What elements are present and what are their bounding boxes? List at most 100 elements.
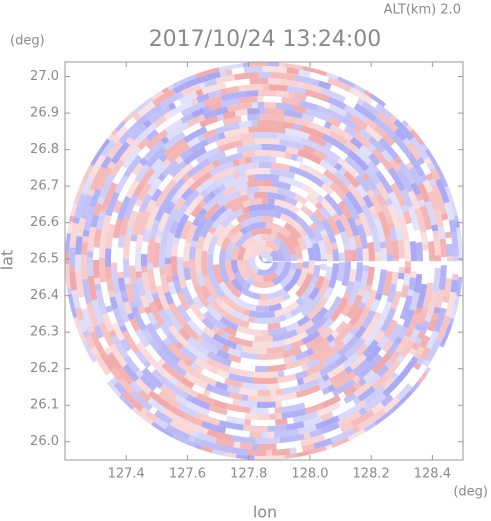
- echo-cell: [329, 144, 349, 161]
- echo-cell: [137, 182, 152, 202]
- echo-cell: [247, 108, 260, 115]
- echo-cell: [394, 128, 407, 142]
- echo-cell: [422, 346, 431, 355]
- echo-cell: [349, 136, 364, 150]
- echo-cell: [69, 247, 76, 266]
- echo-cell: [354, 147, 363, 157]
- echo-cell: [406, 222, 416, 242]
- echo-cell: [176, 257, 185, 277]
- echo-cell: [236, 325, 263, 336]
- echo-cell: [195, 365, 204, 374]
- echo-cell: [208, 226, 217, 235]
- echo-cell: [137, 145, 151, 159]
- echo-cell: [329, 191, 343, 205]
- echo-cell: [126, 348, 146, 372]
- echo-cell: [183, 372, 208, 390]
- echo-cell: [147, 269, 158, 295]
- echo-cell: [336, 262, 345, 282]
- echo-cell: [170, 111, 184, 124]
- echo-cell: [189, 139, 209, 154]
- echo-cell: [290, 153, 299, 162]
- echo-cell: [245, 90, 259, 97]
- echo-cell: [95, 289, 108, 315]
- echo-cell: [104, 347, 113, 356]
- echo-cell: [208, 410, 228, 422]
- echo-cell: [410, 271, 417, 278]
- echo-cell: [81, 242, 88, 255]
- echo-cell: [212, 160, 221, 169]
- echo-cell: [304, 402, 325, 415]
- echo-cell: [233, 162, 260, 173]
- echo-cell: [411, 342, 420, 351]
- echo-cell: [362, 349, 371, 358]
- echo-cell: [278, 175, 304, 189]
- echo-cell: [86, 302, 94, 310]
- echo-cell: [295, 201, 304, 210]
- echo-cell: [101, 214, 112, 234]
- echo-cell: [362, 265, 369, 272]
- echo-cell: [295, 297, 305, 306]
- echo-cell: [179, 148, 194, 161]
- echo-cell: [436, 315, 451, 341]
- echo-cell: [241, 394, 249, 401]
- echo-cell: [132, 112, 142, 122]
- x-tick-label: 128.2: [353, 467, 390, 482]
- echo-cell: [108, 329, 117, 338]
- echo-cell: [422, 244, 429, 251]
- echo-cell: [335, 219, 346, 233]
- echo-cell: [265, 222, 292, 238]
- echo-cell: [315, 391, 335, 405]
- echo-cell: [337, 335, 360, 357]
- echo-cell: [374, 251, 381, 259]
- echo-cell: [198, 81, 206, 90]
- echo-cell: [182, 122, 202, 137]
- echo-cell: [159, 243, 167, 269]
- echo-cell: [341, 196, 360, 221]
- echo-cell: [427, 318, 438, 332]
- echo-cell: [380, 247, 388, 262]
- echo-cell: [237, 245, 247, 261]
- echo-cell: [375, 258, 382, 262]
- echo-cell: [384, 235, 393, 255]
- echo-cell: [212, 187, 221, 196]
- echo-cell: [221, 91, 247, 102]
- echo-cell: [99, 174, 115, 199]
- echo-cell: [173, 177, 187, 191]
- echo-cell: [362, 248, 369, 262]
- echo-cell: [121, 110, 135, 124]
- echo-cell: [353, 381, 372, 398]
- echo-cell: [96, 166, 113, 191]
- x-axis-label: lon: [253, 503, 277, 521]
- echo-cell: [243, 239, 267, 260]
- echo-cell: [255, 305, 270, 312]
- echo-cell: [153, 115, 167, 128]
- echo-cell: [387, 341, 400, 356]
- echo-cell: [442, 219, 451, 233]
- echo-cell: [312, 242, 322, 262]
- echo-cell: [251, 132, 271, 139]
- echo-cell: [329, 123, 354, 142]
- echo-cell: [153, 242, 161, 268]
- echo-cell: [272, 150, 286, 159]
- echo-cell: [373, 329, 386, 343]
- echo-cell: [295, 267, 309, 288]
- echo-cell: [410, 182, 422, 196]
- echo-cell: [286, 85, 306, 95]
- echo-cell: [338, 398, 347, 407]
- chart-title: 2017/10/24 13:24:00: [149, 27, 382, 52]
- echo-cell: [109, 343, 128, 368]
- echo-cell: [394, 352, 414, 376]
- echo-cell: [424, 314, 432, 323]
- echo-cell: [122, 330, 140, 355]
- echo-cell: [184, 342, 209, 363]
- echo-cell: [230, 278, 244, 292]
- echo-cell: [332, 248, 340, 262]
- echo-cell: [427, 270, 435, 284]
- echo-cell: [170, 195, 179, 205]
- echo-cell: [241, 236, 256, 250]
- echo-cell: [357, 412, 382, 431]
- echo-cell: [371, 402, 385, 415]
- echo-cell: [373, 311, 382, 320]
- echo-cell: [195, 212, 204, 222]
- echo-cell: [135, 350, 148, 364]
